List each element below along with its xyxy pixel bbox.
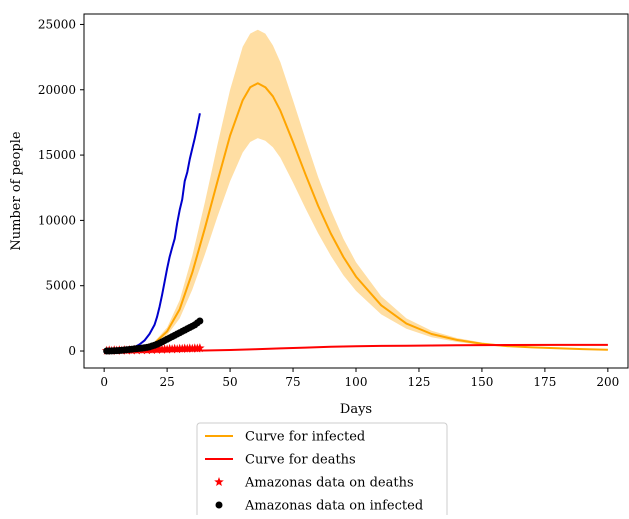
death-data-point (195, 343, 205, 353)
x-tick-label: 150 (470, 375, 493, 389)
x-tick-label: 50 (222, 375, 237, 389)
x-tick-label: 25 (159, 375, 174, 389)
legend-label: Amazonas data on deaths (244, 476, 414, 491)
y-tick-label: 0 (68, 344, 76, 358)
y-tick-label: 15000 (38, 148, 76, 162)
series-line-0 (104, 82, 608, 352)
y-tick-label: 10000 (38, 213, 76, 227)
series-line-1 (104, 343, 608, 352)
legend-handle-dot (215, 501, 223, 509)
legend-handle-star (214, 477, 224, 486)
x-tick-label: 100 (345, 375, 368, 389)
x-tick-label: 125 (408, 375, 431, 389)
x-tick-label: 75 (285, 375, 300, 389)
x-tick-label: 0 (100, 375, 108, 389)
legend: Curve for infected Curve for deaths Amazon… (196, 422, 448, 519)
y-tick-label: 25000 (38, 17, 76, 31)
legend-label: Curve for infected (245, 430, 365, 445)
x-axis-ticks: 0 25 50 75 100 125 150 175 200 (100, 368, 619, 389)
confidence-band (104, 29, 608, 351)
plot-frame (83, 13, 629, 369)
infected-data-point (196, 317, 204, 325)
y-axis-ticks: 0 5000 10000 15000 20000 25000 (38, 17, 84, 358)
x-axis-label: Days (340, 402, 372, 417)
series-lines-layer (104, 82, 608, 352)
x-tick-label: 200 (596, 375, 619, 389)
legend-label: Amazonas data on infected (244, 499, 423, 514)
x-tick-label: 175 (533, 375, 556, 389)
series-line-4 (104, 113, 201, 352)
y-tick-label: 5000 (45, 279, 76, 293)
scatter-markers-layer (101, 317, 205, 355)
confidence-band-layer (104, 29, 608, 351)
y-axis-label: Number of people (9, 131, 24, 251)
legend-label: Curve for deaths (245, 453, 356, 468)
legend-box (196, 422, 448, 519)
y-tick-label: 20000 (38, 83, 76, 97)
